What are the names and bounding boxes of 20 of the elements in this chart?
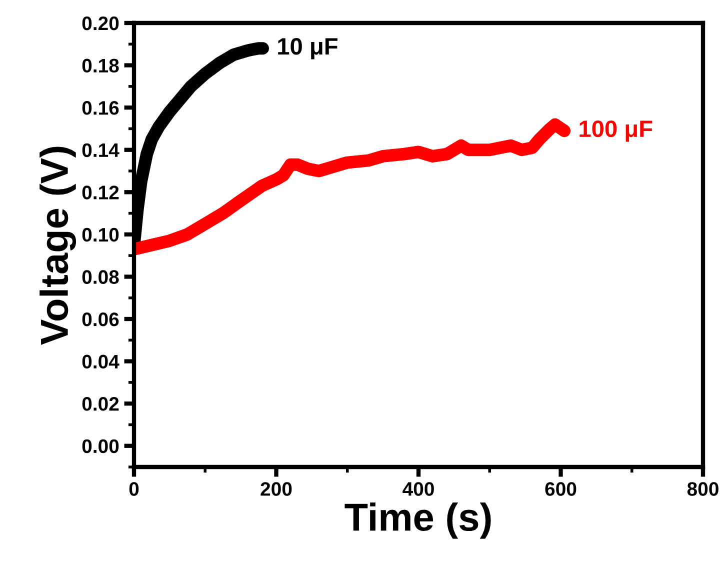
x-tick-label: 600 — [545, 482, 576, 496]
y-tick-label: 0.16 — [82, 101, 119, 115]
y-tick-label: 0.14 — [82, 143, 120, 158]
y-axis-title: Voltage (V) — [40, 146, 76, 345]
series-label: 10 μF — [278, 38, 338, 60]
x-tick-label: 200 — [260, 482, 292, 496]
x-tick-label: 800 — [687, 482, 718, 496]
x-tick-label: 400 — [402, 482, 434, 496]
y-tick-label: 0.08 — [82, 270, 119, 284]
x-axis-title: Time (s) — [344, 502, 491, 539]
y-tick-label: 0.00 — [82, 439, 119, 454]
x-tick-label: 0 — [129, 482, 139, 496]
series-label: 100 μF — [580, 120, 652, 142]
y-tick-label: 0.20 — [82, 16, 119, 30]
y-tick-label: 0.12 — [82, 186, 119, 200]
y-tick-label: 0.02 — [82, 397, 119, 411]
y-tick-label: 0.04 — [82, 354, 120, 369]
y-tick-label: 0.18 — [82, 58, 119, 73]
y-tick-label: 0.10 — [82, 228, 119, 242]
y-tick-label: 0.06 — [82, 312, 119, 326]
